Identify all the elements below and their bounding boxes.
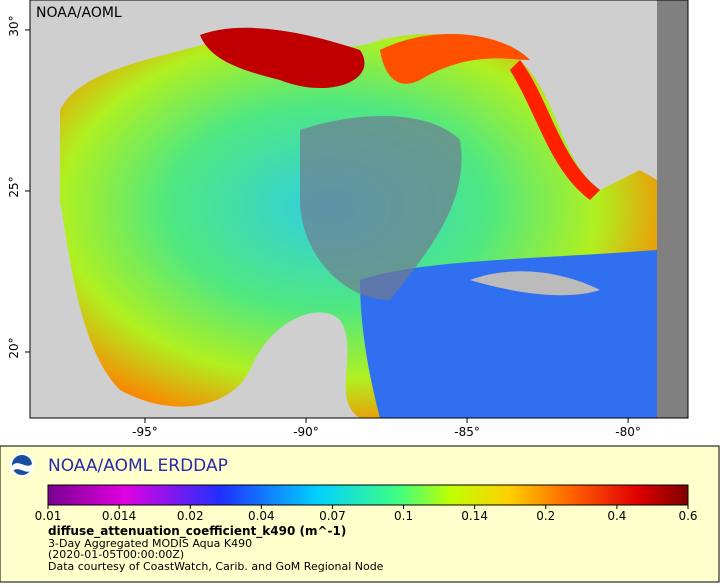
x-tick-label: -95° xyxy=(132,425,158,439)
x-tick-label: -80° xyxy=(615,425,641,439)
legend-line: Data courtesy of CoastWatch, Carib. and … xyxy=(48,560,384,573)
y-tick-label: 25° xyxy=(7,176,21,197)
cloud-gap xyxy=(300,116,462,300)
x-tick-label: -85° xyxy=(454,425,480,439)
colorbar-tick-label: 0.01 xyxy=(35,509,62,523)
colorbar-tick-label: 0.4 xyxy=(607,509,626,523)
map-frame xyxy=(29,0,689,419)
colorbar-tick-label: 0.014 xyxy=(102,509,136,523)
legend-panel xyxy=(0,445,720,583)
cuba xyxy=(470,271,600,296)
variable-name: diffuse_attenuation_coefficient_k490 (m^… xyxy=(48,524,346,539)
legend-line: 3-Day Aggregated MODIS Aqua K490 xyxy=(48,537,252,550)
colorbar-tick-label: 0.02 xyxy=(177,509,204,523)
high-k490-area xyxy=(510,60,600,200)
corner-label: NOAA/AOML xyxy=(36,5,122,21)
colorbar-tick-label: 0.14 xyxy=(461,509,488,523)
colorbar-tick-label: 0.04 xyxy=(248,509,275,523)
y-tick-label: 20° xyxy=(7,337,21,358)
map-area xyxy=(30,0,688,418)
no-data-strip xyxy=(657,0,688,418)
y-tick-label: 30° xyxy=(7,15,21,36)
legend-line: (2020-01-05T00:00:00Z) xyxy=(48,548,184,561)
colorbar-tick-label: 0.1 xyxy=(394,509,413,523)
colorbar-tick-label: 0.6 xyxy=(678,509,697,523)
colorbar-tick-label: 0.2 xyxy=(536,509,555,523)
high-k490-area xyxy=(380,33,530,84)
high-k490-area xyxy=(200,27,365,89)
x-tick-label: -90° xyxy=(293,425,319,439)
colorbar-tick-label: 0.07 xyxy=(319,509,346,523)
noaa-logo-wave xyxy=(12,463,32,472)
colorbar xyxy=(47,484,689,506)
legend-title: NOAA/AOML ERDDAP xyxy=(48,456,228,476)
